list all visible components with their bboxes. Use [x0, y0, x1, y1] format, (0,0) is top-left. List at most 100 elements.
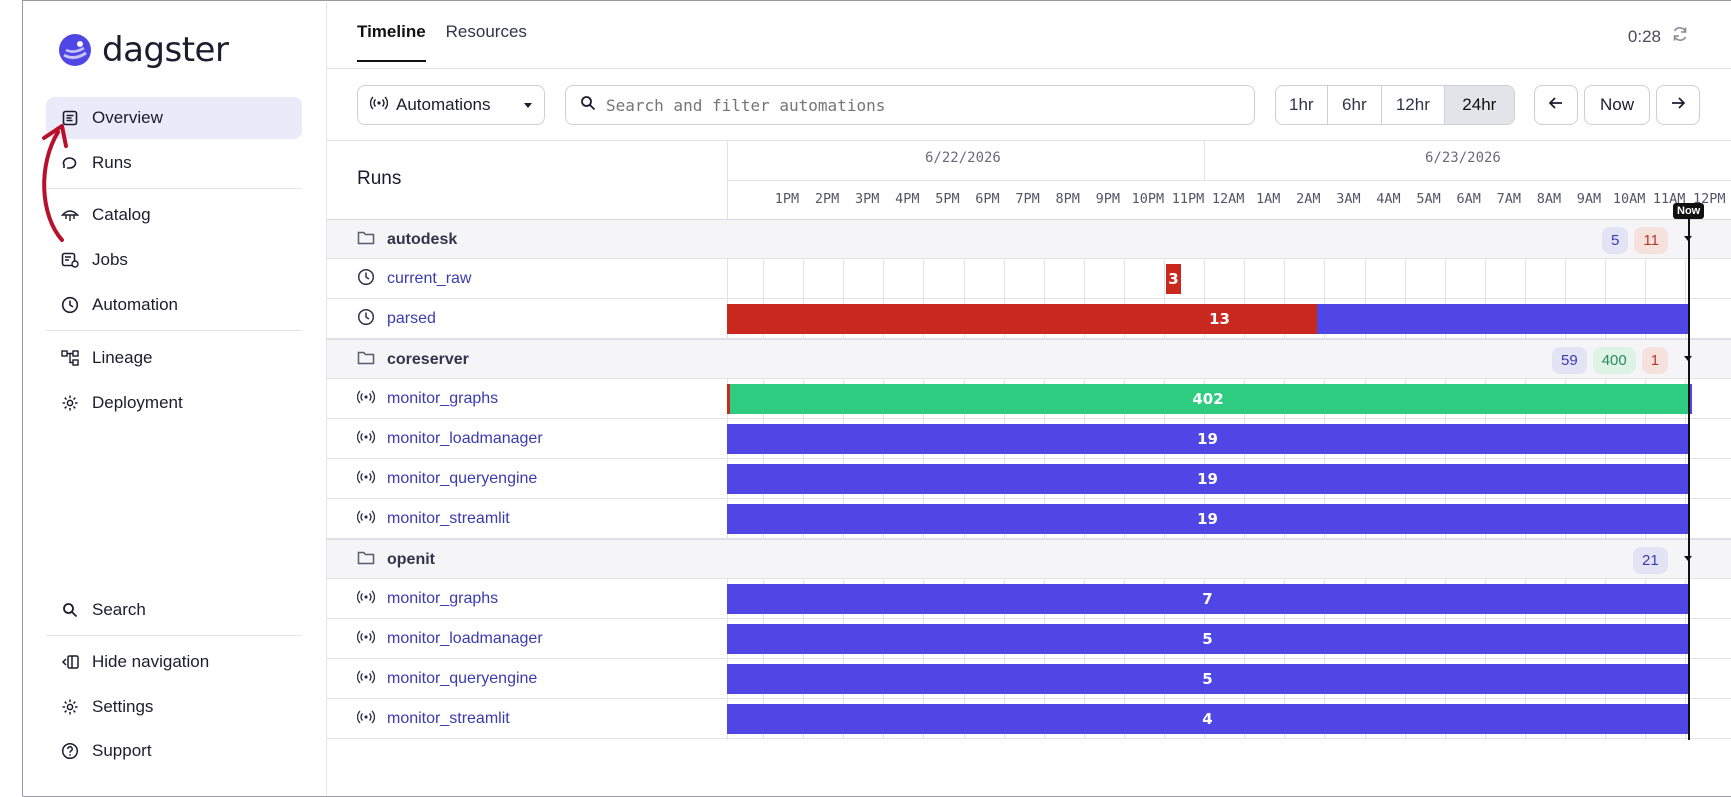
sidebar-item-support[interactable]: Support	[46, 730, 302, 772]
hour-tick-label: 1AM	[1255, 191, 1281, 207]
hour-tick-label: 7AM	[1496, 191, 1521, 207]
hour-tick-label: 1PM	[774, 191, 800, 207]
date-label: 6/22/2026	[925, 150, 1001, 166]
app-name: dagster	[102, 30, 229, 70]
hour-gridline	[803, 259, 805, 299]
sidebar-item-overview[interactable]: Overview	[46, 97, 302, 139]
run-bar-failure-sliver[interactable]	[727, 384, 730, 414]
hide-nav-icon	[60, 652, 80, 672]
sidebar-item-catalog[interactable]: Catalog	[46, 194, 302, 236]
previous-button[interactable]	[1534, 85, 1578, 125]
automation-label[interactable]: monitor_streamlit	[356, 699, 510, 739]
automation-name: monitor_streamlit	[387, 510, 510, 527]
group-label[interactable]: coreserver	[357, 340, 469, 380]
sidebar-item-hide-navigation[interactable]: Hide navigation	[46, 641, 302, 683]
hour-gridline	[1003, 259, 1005, 299]
run-bar[interactable]: 7	[727, 584, 1688, 614]
automation-label[interactable]: monitor_graphs	[356, 579, 499, 619]
automation-label[interactable]: current_raw	[357, 259, 471, 299]
status-count-badge: 59	[1552, 347, 1587, 374]
sidebar-item-lineage[interactable]: Lineage	[46, 337, 302, 379]
sidebar-item-runs[interactable]: Runs	[46, 142, 302, 184]
hour-gridline	[1685, 259, 1687, 299]
search-icon	[60, 600, 80, 620]
range-1hr-button[interactable]: 1hr	[1276, 86, 1328, 124]
automation-row: monitor_graphs 7	[327, 579, 1731, 619]
hour-tick-label: 4AM	[1376, 191, 1401, 207]
group-row[interactable]: openit 21	[327, 539, 1731, 579]
run-bar[interactable]: 402	[727, 384, 1689, 414]
sensor-icon	[356, 390, 376, 409]
automation-name: monitor_streamlit	[387, 710, 510, 727]
hour-gridline	[923, 259, 925, 299]
range-6hr-button[interactable]: 6hr	[1328, 86, 1383, 124]
sidebar-item-search[interactable]: Search	[46, 589, 302, 631]
automation-label[interactable]: monitor_graphs	[356, 379, 498, 419]
run-bar[interactable]: 4	[727, 704, 1688, 734]
run-bar[interactable]: 13	[727, 304, 1317, 334]
hour-tick-label: 12AM	[1211, 191, 1245, 207]
automations-dropdown[interactable]: Automations	[357, 85, 545, 125]
group-row[interactable]: coreserver 59 400 1	[327, 339, 1731, 379]
hour-tick-label: 3PM	[854, 191, 880, 207]
sidebar-item-label: Lineage	[92, 348, 153, 367]
gear-icon	[60, 393, 80, 413]
refresh-timer[interactable]: 0:28	[1628, 25, 1689, 48]
group-name: openit	[387, 551, 435, 568]
run-bar[interactable]: 19	[727, 424, 1688, 454]
refresh-countdown: 0:28	[1627, 26, 1661, 46]
search-input[interactable]	[606, 95, 1226, 115]
hour-gridline	[763, 259, 764, 299]
automation-name: parsed	[387, 310, 436, 327]
refresh-icon[interactable]	[1671, 25, 1689, 48]
folder-icon	[357, 350, 375, 370]
group-label[interactable]: openit	[357, 540, 435, 580]
automation-label[interactable]: monitor_loadmanager	[356, 419, 543, 459]
range-12hr-button[interactable]: 12hr	[1382, 86, 1445, 124]
gear-icon	[60, 697, 80, 717]
automation-label[interactable]: parsed	[357, 299, 436, 339]
now-button[interactable]: Now	[1584, 85, 1650, 125]
sidebar-item-jobs[interactable]: Jobs	[46, 239, 302, 281]
run-bar[interactable]: 3	[1166, 264, 1181, 294]
automation-label[interactable]: monitor_streamlit	[356, 499, 510, 539]
automation-label[interactable]: monitor_queryengine	[356, 459, 537, 499]
run-bar-queued-sliver[interactable]	[1688, 384, 1692, 414]
hour-gridline	[1404, 259, 1406, 299]
sidebar-item-automation[interactable]: Automation	[46, 284, 302, 326]
next-button[interactable]	[1656, 85, 1700, 125]
clock-icon	[60, 295, 80, 315]
hour-gridline	[1164, 259, 1165, 299]
automation-label[interactable]: monitor_queryengine	[356, 659, 538, 699]
sidebar-item-settings[interactable]: Settings	[46, 686, 302, 728]
run-bar[interactable]: 19	[727, 464, 1688, 494]
hour-gridline	[1123, 259, 1125, 299]
sidebar-item-deployment[interactable]: Deployment	[46, 382, 302, 424]
run-bar[interactable]	[1317, 304, 1688, 334]
tab-timeline[interactable]: Timeline	[357, 22, 426, 62]
sensor-icon	[356, 470, 376, 489]
run-bar[interactable]: 19	[727, 504, 1688, 534]
group-status-badges: 59 400 1	[1552, 347, 1669, 374]
group-label[interactable]: autodesk	[357, 220, 457, 260]
sidebar-item-label: Runs	[92, 153, 132, 172]
search-box[interactable]	[565, 85, 1255, 125]
dagster-logo[interactable]: dagster	[56, 30, 229, 70]
run-bar[interactable]: 5	[727, 624, 1688, 654]
overview-icon	[60, 108, 80, 128]
group-row[interactable]: autodesk 5 11	[327, 219, 1731, 259]
hour-tick-label: 9AM	[1576, 191, 1602, 207]
automation-row: monitor_queryengine 19	[327, 459, 1731, 499]
automation-label[interactable]: monitor_loadmanager	[356, 619, 543, 659]
hour-tick-label: 10PM	[1131, 191, 1165, 207]
run-bar[interactable]: 5	[727, 664, 1688, 694]
automation-name: monitor_queryengine	[387, 670, 538, 687]
range-24hr-button[interactable]: 24hr	[1444, 86, 1514, 124]
automation-name: monitor_graphs	[387, 590, 499, 607]
tab-bar: Timeline Resources	[357, 22, 527, 62]
automation-row: monitor_streamlit 19	[327, 499, 1731, 539]
tab-resources[interactable]: Resources	[445, 22, 527, 41]
hour-gridline	[1645, 259, 1647, 299]
sidebar-item-label: Hide navigation	[92, 652, 210, 671]
automation-row: monitor_streamlit 4	[327, 699, 1731, 739]
